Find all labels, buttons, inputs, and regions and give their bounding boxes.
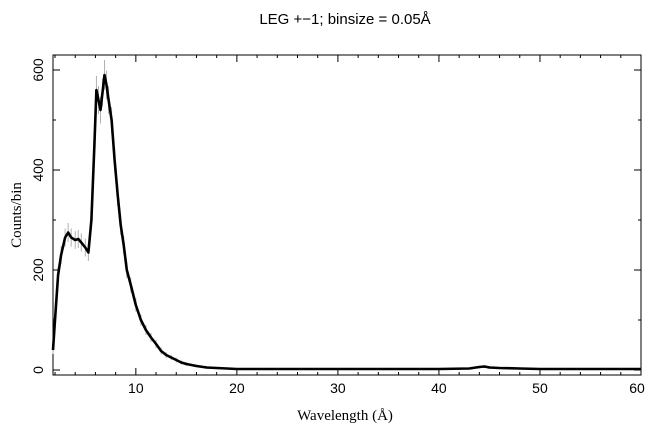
series-line (51, 73, 641, 371)
x-tick-label: 60 (629, 380, 645, 396)
y-axis-label: Counts/bin (9, 182, 25, 248)
y-tick-label: 400 (30, 158, 46, 182)
x-tick-label: 40 (431, 380, 447, 396)
y-tick-label: 0 (30, 366, 46, 374)
x-axis-label: Wavelength (Å) (297, 408, 393, 424)
chart-title: LEG +−1; binsize = 0.05Å (259, 11, 430, 28)
y-axis-ticks: 0 200 400 600 (30, 58, 641, 374)
x-axis-ticks: 10 20 30 40 50 60 (54, 55, 645, 396)
x-tick-label: 30 (330, 380, 346, 396)
y-tick-label: 600 (30, 58, 46, 82)
x-tick-label: 20 (229, 380, 245, 396)
x-tick-label: 10 (128, 380, 144, 396)
plot-frame (52, 54, 642, 376)
y-tick-label: 200 (30, 258, 46, 282)
x-tick-label: 50 (532, 380, 548, 396)
